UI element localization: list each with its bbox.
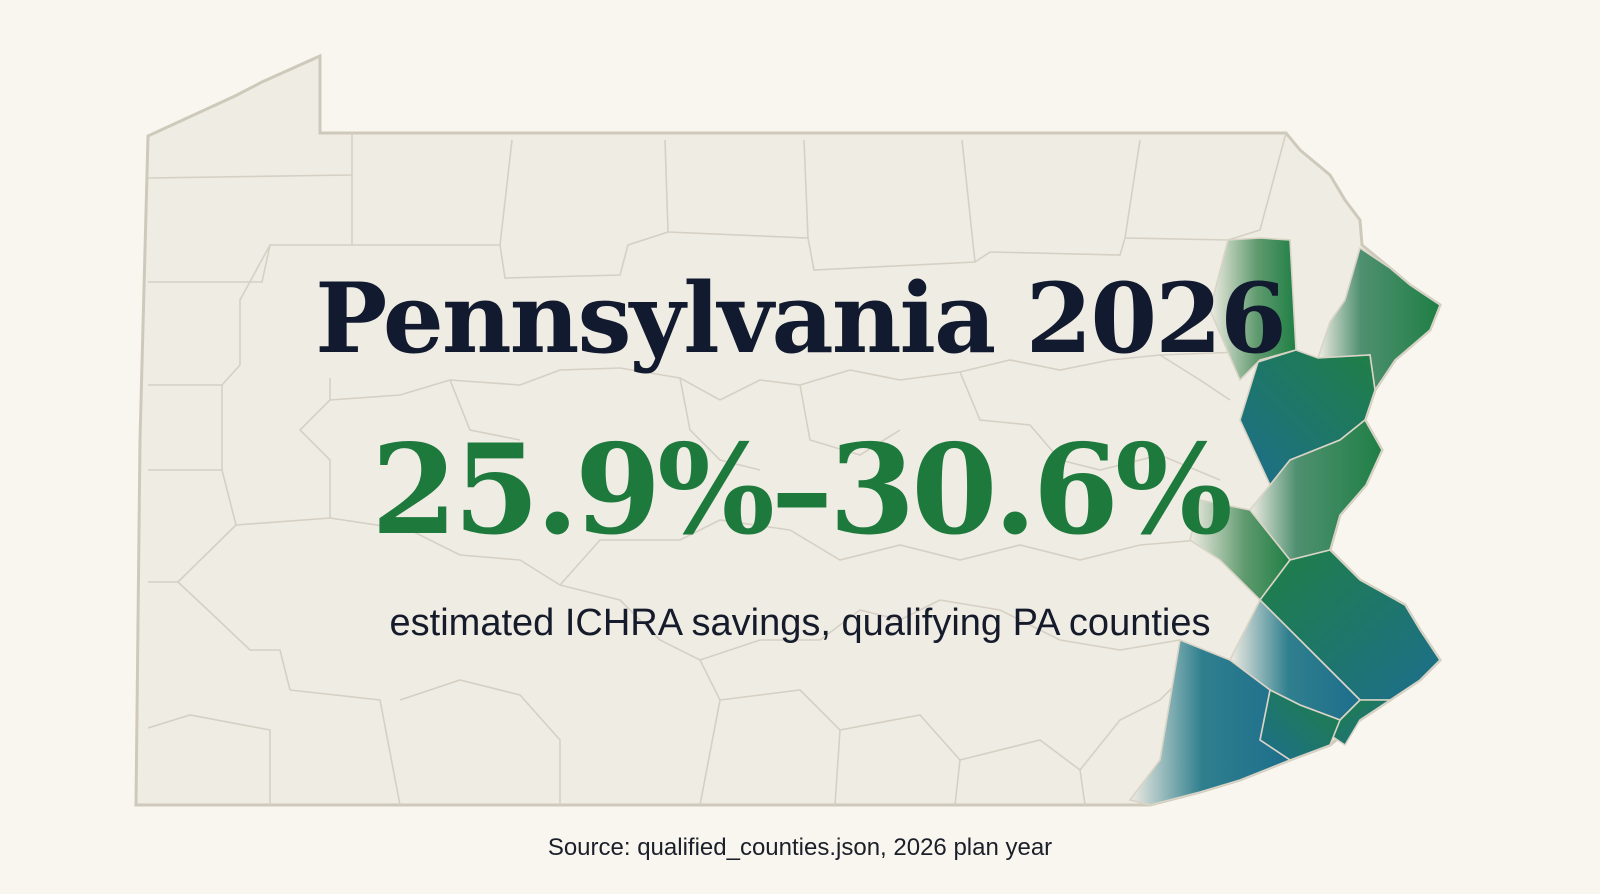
county-chester: [1128, 638, 1292, 806]
county-northampton: [1248, 418, 1383, 561]
page-title: Pennsylvania 2026: [315, 262, 1287, 375]
county-borders: [147, 132, 1287, 806]
qualifying-counties: [1128, 237, 1442, 806]
savings-range: 25.9%–30.6%: [371, 418, 1233, 563]
savings-caption: estimated ICHRA savings, qualifying PA c…: [389, 602, 1211, 644]
county-pike: [1316, 246, 1441, 393]
source-note: Source: qualified_counties.json, 2026 pl…: [547, 834, 1053, 861]
